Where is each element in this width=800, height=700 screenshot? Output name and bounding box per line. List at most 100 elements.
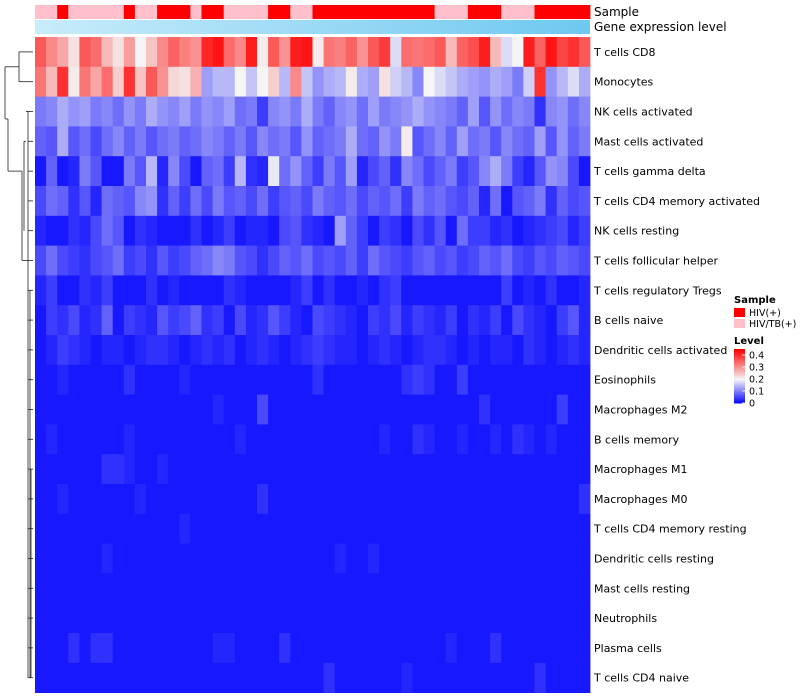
heatmap-cell [323,275,336,306]
heatmap-cell [345,37,358,68]
heatmap-cell [101,156,114,187]
heatmap-cell [201,245,213,276]
heatmap-cell [523,37,535,68]
colorbar-step [734,357,745,359]
heatmap-cell [423,215,435,246]
heatmap-cell [179,275,191,306]
heatmap-cell [157,662,169,693]
heatmap-cell [157,633,169,664]
heatmap-cell [490,126,502,157]
row-label: NK cells resting [594,225,679,238]
heatmap-cell [179,424,191,455]
heatmap-cell [79,66,91,97]
heatmap-cell [57,275,69,306]
heatmap-cell [534,186,546,217]
sample-cell-14 [179,5,191,19]
heatmap-cell [523,513,535,544]
heatmap-cell [301,454,313,485]
heatmap-cell [134,394,147,425]
heatmap-cell [301,543,313,574]
heatmap-cell [245,662,258,693]
heatmap-cell [79,37,91,68]
heatmap-cell [456,215,469,246]
heatmap-cell [279,305,291,336]
sample-cell-24 [290,5,302,19]
sample-cell-21 [257,5,269,19]
heatmap-cell [134,573,147,604]
heatmap-cell [46,394,58,425]
heatmap-cell [545,96,558,127]
heatmap-cell [101,245,114,276]
heatmap-cell [90,454,102,485]
heatmap-cell [401,66,413,97]
heatmap-cell [35,126,47,157]
heatmap-cell [112,513,125,544]
heatmap-cell [423,662,435,693]
heatmap-cell [68,364,80,395]
heatmap-cell [379,424,391,455]
heatmap-cell [312,454,324,485]
heatmap-cell [123,215,136,246]
heatmap-cell [467,633,480,664]
heatmap-cell [368,633,380,664]
heatmap-cell [445,305,458,336]
heatmap-cell [556,662,569,693]
heatmap-cell [68,335,80,366]
heatmap-cell [556,603,569,634]
heatmap-cell [379,633,391,664]
heatmap-cell [179,513,191,544]
sample-cell-25 [301,5,313,19]
colorbar-step [734,359,745,362]
heatmap-cell [445,275,458,306]
heatmap-cell [157,37,169,68]
heatmap-cell [223,275,236,306]
heatmap-cell [578,513,591,544]
heatmap-cell [379,96,391,127]
heatmap-cell [401,394,413,425]
heatmap-cell [134,275,147,306]
heatmap-cell [201,186,213,217]
heatmap-cell [445,364,458,395]
heatmap-cell [68,186,80,217]
heatmap-cell [190,424,202,455]
heatmap-cell [168,305,180,336]
row-label: Neutrophils [594,612,657,625]
heatmap-cell [301,215,313,246]
heatmap-cell [479,66,491,97]
heatmap-cell [412,156,424,187]
heatmap-cell [201,513,213,544]
heatmap-cell [323,37,336,68]
sample-cell-31 [368,5,380,19]
sample-cell-12 [157,5,169,19]
heatmap-cell [268,662,280,693]
heatmap-cell [534,66,546,97]
heatmap-cell [101,543,114,574]
heatmap-cell [90,275,102,306]
heatmap-cell [212,364,225,395]
heatmap-cell [290,573,302,604]
heatmap-cell [268,394,280,425]
heatmap-cell [545,424,558,455]
heatmap-cell [57,633,69,664]
heatmap-cell [479,573,491,604]
heatmap-cell [467,245,480,276]
heatmap-cell [323,245,336,276]
heatmap-cell [212,305,225,336]
heatmap-cell [578,394,591,425]
heatmap-cell [190,126,202,157]
colorbar-step [734,373,745,376]
heatmap-cell [345,394,358,425]
sample-cell-36 [423,5,435,19]
heatmap-cell [501,633,513,664]
heatmap-cell [245,275,258,306]
heatmap-cell [556,513,569,544]
heatmap-cell [578,603,591,634]
heatmap-cell [112,305,125,336]
heatmap-cell [534,305,546,336]
heatmap-cell [412,662,424,693]
heatmap-cell [301,37,313,68]
heatmap-cell [234,633,247,664]
heatmap-cell [312,603,324,634]
heatmap-cell [523,424,535,455]
heatmap-cell [323,513,336,544]
